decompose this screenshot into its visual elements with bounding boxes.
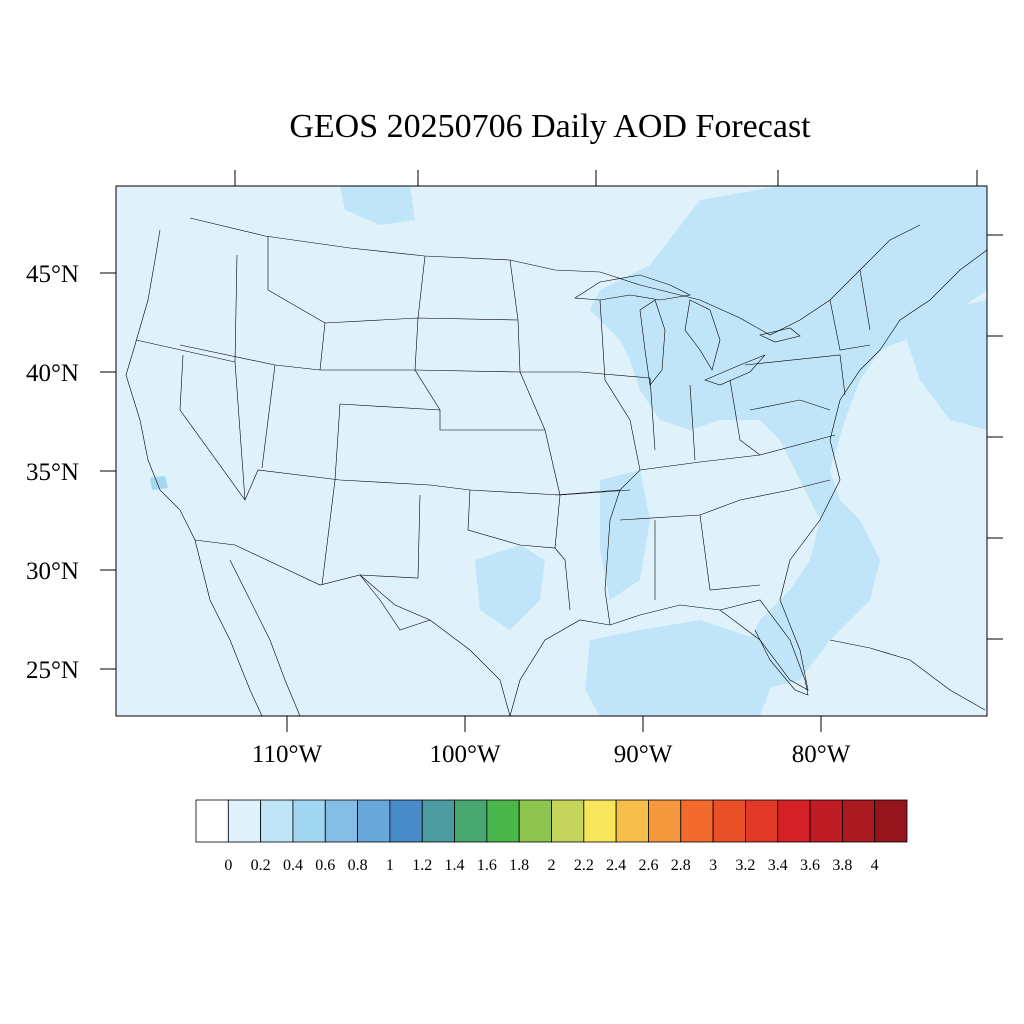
us-mexico-border (194, 539, 511, 717)
lake-ontario (759, 327, 801, 343)
lat-label-25n: 25°N (26, 657, 79, 684)
right-ticks (987, 234, 1003, 640)
map-frame (115, 185, 988, 717)
longitude-labels: 110°W 100°W 90°W 80°W (252, 741, 851, 768)
lat-label-35n: 35°N (26, 459, 79, 486)
lon-label-110w: 110°W (252, 741, 323, 768)
latitude-labels: 45°N 40°N 35°N 30°N 25°N (26, 261, 79, 684)
lake-superior (574, 274, 691, 301)
colorbar-swatch (227, 799, 262, 843)
lon-label-100w: 100°W (429, 741, 500, 768)
colorbar-swatch (324, 799, 358, 843)
colorbar-swatch (486, 799, 520, 843)
us-canada-border (189, 217, 921, 336)
bottom-ticks (286, 716, 822, 732)
west-coast (125, 229, 263, 717)
colorbar-label: 3.8 (832, 857, 852, 874)
colorbar-label: 1 (386, 857, 394, 874)
colorbar-swatch (615, 799, 649, 843)
colorbar-label: 2.6 (638, 857, 658, 874)
colorbar-label: 3.4 (768, 857, 788, 874)
colorbar (195, 799, 908, 843)
plume-mississippi (600, 470, 650, 600)
colorbar-label: 1.4 (445, 857, 465, 874)
colorbar-swatch (712, 799, 746, 843)
plume-canada (340, 186, 415, 225)
plume-gulf (585, 620, 770, 716)
plume-northeast (590, 186, 987, 690)
colorbar-swatch (389, 799, 423, 843)
colorbar-label: 2.4 (606, 857, 626, 874)
colorbar-label: 0.4 (283, 857, 303, 874)
lat-label-30n: 30°N (26, 558, 79, 585)
colorbar-label: 3.2 (735, 857, 755, 874)
colorbar-label: 3 (709, 857, 717, 874)
lake-michigan (639, 299, 666, 386)
aod-plumes (150, 186, 987, 716)
colorbar-swatch (841, 799, 876, 843)
map-title: GEOS 20250706 Daily AOD Forecast (289, 108, 811, 145)
colorbar-labels: 0 0.2 0.4 0.6 0.8 1 1.2 1.4 1.6 1.8 2 2.2 2.4 2.6 2.8 3… (224, 857, 878, 874)
colorbar-swatch (874, 799, 908, 843)
colorbar-label: 3.6 (800, 857, 820, 874)
colorbar-label: 1.8 (509, 857, 529, 874)
top-ticks (234, 170, 978, 186)
plume-atlantic-far (900, 300, 987, 430)
lat-label-45n: 45°N (26, 261, 79, 288)
colorbar-label: 0 (224, 857, 232, 874)
colorbar-swatch (292, 799, 326, 843)
colorbar-swatch (518, 799, 552, 843)
colorbar-swatch (777, 799, 811, 843)
colorbar-label: 0.6 (315, 857, 335, 874)
cuba (829, 639, 986, 711)
colorbar-swatch (195, 799, 229, 843)
left-ticks (100, 272, 116, 670)
florida (719, 599, 809, 696)
colorbar-label: 2.8 (671, 857, 691, 874)
colorbar-swatch (421, 799, 455, 843)
colorbar-label: 4 (871, 857, 879, 874)
lake-huron (684, 299, 721, 371)
colorbar-swatch (454, 799, 488, 843)
plume-small-ca (150, 476, 168, 490)
colorbar-label: 2.2 (574, 857, 594, 874)
colorbar-swatch (260, 799, 294, 843)
colorbar-label: 0.2 (251, 857, 271, 874)
lon-label-80w: 80°W (792, 741, 851, 768)
colorbar-swatch (551, 799, 585, 843)
lon-label-90w: 90°W (614, 741, 673, 768)
colorbar-swatch (357, 799, 391, 843)
colorbar-label: 1.6 (477, 857, 497, 874)
lake-erie (704, 354, 766, 386)
boundaries (125, 217, 988, 717)
colorbar-label: 0.8 (348, 857, 368, 874)
plume-texas (475, 545, 545, 630)
colorbar-swatch (680, 799, 714, 843)
lat-label-40n: 40°N (26, 360, 79, 387)
colorbar-swatch (583, 799, 617, 843)
colorbar-label: 1.2 (412, 857, 432, 874)
colorbar-swatch (648, 799, 682, 843)
colorbar-swatch (809, 799, 843, 843)
gulf-coast (509, 249, 988, 717)
colorbar-swatch (745, 799, 779, 843)
colorbar-label: 2 (548, 857, 556, 874)
